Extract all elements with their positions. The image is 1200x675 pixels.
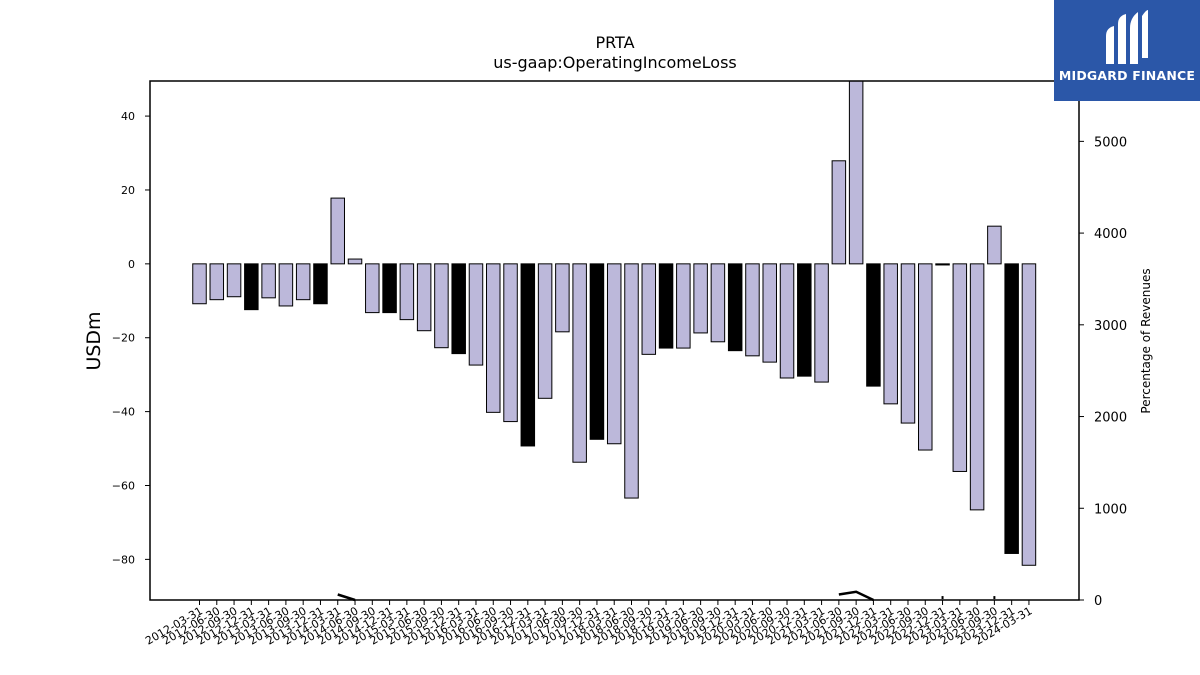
- y2-tick-label: 3000: [1094, 319, 1127, 334]
- y-tick-label: −60: [112, 479, 135, 492]
- pct-revenue-line-group: [337, 590, 996, 602]
- midgard-logo-icon: [1106, 10, 1148, 64]
- bar-2017-12-31: [589, 263, 605, 440]
- bar-2016-12-31: [520, 263, 536, 447]
- bar-2013-06-30: [278, 263, 294, 307]
- bar-2018-06-30: [624, 263, 639, 499]
- bar-2012-03-31: [192, 263, 207, 305]
- bar-2021-12-31: [866, 263, 881, 387]
- bar-2020-09-30: [779, 263, 795, 379]
- left-axis: 40 20 0 −20 −40 −60 −80: [112, 110, 150, 566]
- bar-2012-06-30: [209, 263, 225, 301]
- bars-group: [192, 80, 1037, 566]
- bar-2015-12-31: [451, 263, 466, 355]
- brand-name: MIDGARD FINANCE: [1058, 68, 1196, 83]
- bar-2022-09-30: [918, 263, 933, 451]
- bar-2021-09-30: [848, 80, 864, 265]
- bar-2016-06-30: [486, 263, 501, 413]
- chart-subtitle: us-gaap:OperatingIncomeLoss: [493, 53, 737, 72]
- bar-2015-03-31: [399, 263, 415, 321]
- right-axis: 5000 4000 3000 2000 1000 0: [1079, 135, 1127, 609]
- bar-2023-03-31: [952, 263, 968, 472]
- bar-2024-03-31: [1021, 263, 1037, 566]
- bar-2013-12-31: [313, 263, 328, 305]
- bar-2017-06-30: [555, 263, 570, 333]
- bar-2019-12-31: [727, 263, 743, 352]
- pct-revenue-line: [838, 590, 874, 602]
- bar-2020-12-31: [797, 263, 812, 377]
- bar-2012-12-31: [244, 263, 259, 311]
- bar-2022-06-30: [900, 263, 916, 424]
- y2-tick-label: 4000: [1094, 227, 1127, 242]
- bar-2013-03-31: [261, 263, 276, 299]
- bar-2014-03-31: [330, 197, 345, 265]
- bar-2016-03-31: [468, 263, 484, 366]
- bar-2021-06-30: [831, 160, 847, 265]
- brand-logo: MIDGARD FINANCE: [1054, 0, 1200, 101]
- y2-tick-label: 1000: [1094, 502, 1127, 517]
- bar-2018-03-31: [606, 263, 622, 445]
- y2-tick-label: 2000: [1094, 411, 1127, 426]
- bar-2013-09-30: [295, 263, 311, 301]
- y-tick-label: −80: [112, 553, 135, 566]
- bar-2017-03-31: [537, 263, 553, 399]
- y-axis-label: USDm: [83, 311, 105, 370]
- bar-2016-09-30: [503, 263, 518, 423]
- bar-2023-12-31: [1004, 263, 1019, 554]
- bar-2020-06-30: [762, 263, 777, 363]
- bar-2019-03-31: [676, 263, 691, 349]
- chart-title: PRTA: [595, 33, 634, 52]
- y-tick-label: 0: [128, 258, 135, 271]
- bar-2015-06-30: [416, 263, 432, 332]
- bar-2022-12-31: [935, 263, 950, 266]
- bar-2014-12-31: [382, 263, 397, 314]
- bar-2014-09-30: [365, 263, 380, 314]
- y-tick-label: 20: [121, 184, 135, 197]
- y-tick-label: −20: [112, 332, 135, 345]
- bar-2018-09-30: [641, 263, 657, 355]
- bar-2020-03-31: [745, 263, 760, 357]
- y2-tick-label: 5000: [1094, 135, 1127, 150]
- x-axis: 2012-03-312012-06-302012-09-302012-12-31…: [143, 600, 1034, 648]
- bar-2018-12-31: [658, 263, 674, 349]
- bar-2017-09-30: [572, 263, 587, 463]
- bar-2023-09-30: [987, 225, 1002, 265]
- bar-2021-03-31: [814, 263, 829, 383]
- y-tick-label: 40: [121, 110, 135, 123]
- bar-2023-06-30: [969, 263, 985, 511]
- bar-2015-09-30: [434, 263, 449, 349]
- pct-revenue-line: [337, 593, 356, 602]
- y2-tick-label: 0: [1094, 594, 1102, 609]
- bar-2022-03-31: [883, 263, 898, 405]
- bar-2019-09-30: [710, 263, 726, 343]
- bar-2014-06-30: [347, 258, 363, 265]
- y-tick-label: −40: [112, 406, 135, 419]
- bar-2012-09-30: [226, 263, 242, 298]
- y2-axis-label: Percentage of Revenues: [1139, 268, 1153, 413]
- bar-2019-06-30: [693, 263, 708, 334]
